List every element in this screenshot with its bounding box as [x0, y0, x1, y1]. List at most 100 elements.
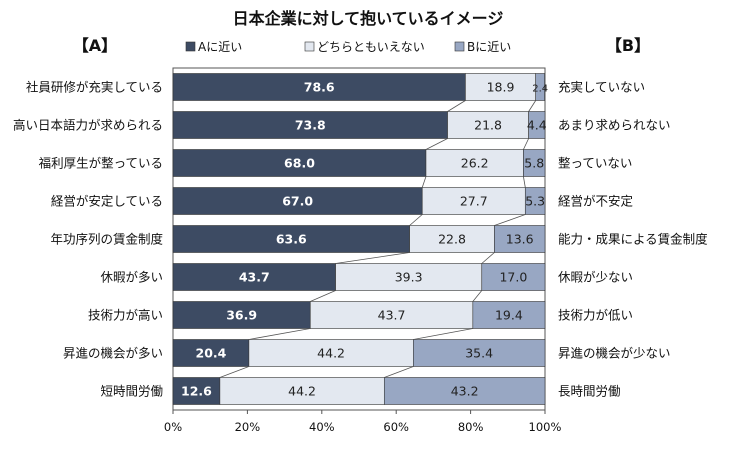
legend-label-3: Bに近い — [467, 40, 511, 54]
bar-segment — [309, 301, 474, 329]
connector-line — [481, 252, 495, 264]
bar-value-label: 39.3 — [395, 270, 423, 285]
bar-segment — [413, 339, 546, 367]
bar-value-label: 26.2 — [461, 156, 489, 171]
category-label-right: 能力・成果による賃金制度 — [558, 232, 708, 247]
bar-value-label: 44.2 — [288, 384, 316, 399]
category-label-right: 長時間労働 — [558, 384, 621, 399]
connector-line — [409, 214, 423, 226]
legend-label-1: Aに近い — [198, 40, 242, 54]
category-label-left: 社員研修が充実している — [26, 80, 163, 95]
legend-swatch-3 — [454, 41, 465, 52]
category-label-left: 休暇が多い — [100, 270, 163, 285]
bar-value-label: 13.6 — [506, 232, 534, 247]
category-label-right: 休暇が少ない — [558, 270, 633, 285]
connector-line — [413, 328, 473, 340]
connector-line — [472, 290, 483, 302]
category-label-right: 充実していない — [558, 80, 645, 95]
bar-value-label: 63.6 — [276, 232, 307, 247]
bar-value-label: 73.8 — [295, 118, 326, 133]
bar-segment — [172, 377, 221, 405]
x-tick-label: 40% — [309, 420, 335, 434]
category-label-left: 技術力が高い — [88, 308, 163, 323]
bar-segment — [535, 73, 545, 101]
bar-value-label: 5.8 — [524, 156, 544, 171]
legend-swatch-1 — [185, 41, 196, 52]
bar-value-label: 35.4 — [465, 346, 493, 361]
connector-line — [421, 176, 427, 188]
bar-value-label: 2.4 — [532, 84, 548, 95]
bar-segment — [481, 263, 546, 291]
x-tick-label: 100% — [529, 420, 562, 434]
category-label-right: 整っていない — [558, 156, 632, 171]
bar-value-label: 20.4 — [196, 346, 227, 361]
bar-value-label: 44.2 — [317, 346, 345, 361]
bar-segment — [335, 263, 483, 291]
bar-segment — [172, 339, 250, 367]
bar-value-label: 78.6 — [304, 80, 335, 95]
connector-line — [248, 328, 311, 340]
group-label-a: 【A】 — [73, 36, 117, 55]
bar-segment — [172, 263, 336, 291]
bar-segment — [447, 111, 529, 139]
legend-swatch-2 — [304, 41, 315, 52]
bar-value-label: 43.7 — [239, 270, 270, 285]
bar-value-label: 36.9 — [226, 308, 257, 323]
bar-segment — [425, 149, 524, 177]
connector-line — [335, 252, 410, 264]
x-tick-label: 80% — [458, 420, 484, 434]
bar-segment — [494, 225, 546, 253]
category-label-left: 経営が安定している — [51, 194, 163, 209]
bar-segment — [409, 225, 495, 253]
bar-value-label: 12.6 — [181, 384, 212, 399]
bar-value-label: 17.0 — [499, 270, 527, 285]
bar-value-label: 21.8 — [474, 118, 502, 133]
bar-value-label: 27.7 — [460, 194, 488, 209]
category-label-left: 高い日本語力が求められる — [13, 118, 163, 133]
category-label-left: 年功序列の賃金制度 — [50, 232, 163, 247]
category-label-right: 経営が不安定 — [558, 194, 633, 209]
connector-line — [425, 138, 448, 150]
category-label-left: 福利厚生が整っている — [39, 156, 163, 171]
bar-segment — [219, 377, 385, 405]
bar-segment — [524, 187, 546, 215]
bar-segment — [172, 225, 410, 253]
x-tick-label: 20% — [235, 420, 261, 434]
bar-value-label: 22.8 — [438, 232, 466, 247]
bar-segment — [172, 301, 311, 329]
category-label-right: 昇進の機会が少ない — [558, 346, 671, 361]
bar-value-label: 5.3 — [525, 194, 545, 209]
bar-segment — [172, 73, 466, 101]
bar-segment — [528, 111, 546, 139]
connector-line — [528, 100, 537, 112]
x-tick-label: 0% — [164, 420, 182, 434]
category-label-right: あまり求められない — [558, 118, 671, 133]
bar-value-label: 68.0 — [284, 156, 315, 171]
group-label-b: 【B】 — [606, 36, 650, 55]
connector-line — [523, 138, 529, 150]
bar-value-label: 43.2 — [451, 384, 479, 399]
x-tick-label: 60% — [383, 420, 409, 434]
connector-line — [219, 366, 250, 378]
connector-line — [494, 214, 526, 226]
category-label-right: 技術力が低い — [558, 308, 633, 323]
bar-segment — [523, 149, 546, 177]
bar-segment — [172, 149, 427, 177]
bar-value-label: 4.4 — [527, 118, 547, 133]
bar-value-label: 18.9 — [487, 80, 515, 95]
bar-segment — [421, 187, 526, 215]
connector-line — [447, 100, 466, 112]
bar-segment — [383, 377, 546, 405]
bar-value-label: 19.4 — [495, 308, 523, 323]
bar-segment — [172, 187, 423, 215]
bar-value-label: 43.7 — [378, 308, 406, 323]
bar-segment — [172, 111, 448, 139]
bar-segment — [472, 301, 546, 329]
connector-line — [523, 176, 526, 188]
chart-title: 日本企業に対して抱いているイメージ — [233, 9, 504, 28]
category-label-left: 昇進の機会が多い — [63, 346, 163, 361]
bar-segment — [465, 73, 536, 101]
connector-line — [310, 290, 336, 302]
